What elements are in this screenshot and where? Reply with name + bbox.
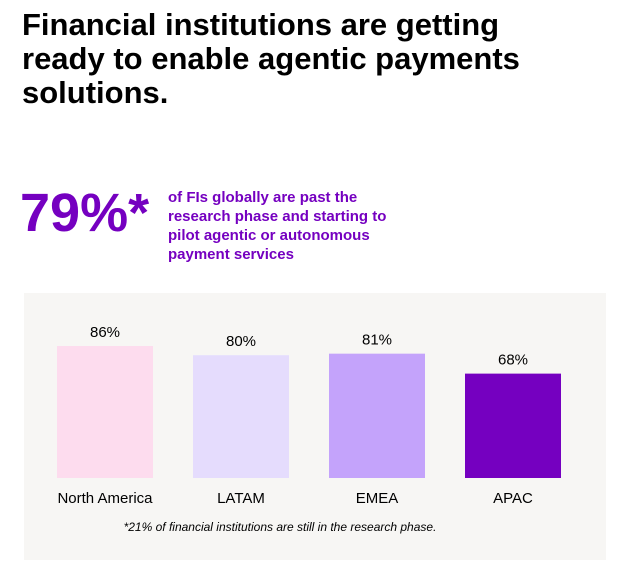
bar: [329, 353, 425, 478]
x-tick-label: APAC: [493, 490, 533, 507]
stat-description: of FIs globally are past the: [168, 189, 357, 206]
value-label: 86%: [90, 324, 120, 341]
value-label: 80%: [226, 333, 256, 350]
stat-description: pilot agentic or autonomous: [168, 227, 370, 244]
title-line: Financial institutions are getting: [22, 7, 499, 42]
title-line: ready to enable agentic payments: [22, 41, 520, 76]
value-label: 68%: [498, 352, 528, 369]
stat-description: payment services: [168, 246, 294, 263]
value-label: 81%: [362, 332, 392, 349]
bar: [465, 373, 561, 478]
footnote: *21% of financial institutions are still…: [124, 520, 437, 534]
x-tick-label: EMEA: [356, 490, 399, 507]
bar: [57, 345, 153, 478]
stat-value: 79%*: [20, 183, 149, 243]
bar: [193, 355, 289, 478]
stat-description: research phase and starting to: [168, 208, 386, 225]
x-tick-label: LATAM: [217, 490, 265, 507]
x-tick-label: North America: [57, 490, 153, 507]
title-line: solutions.: [22, 75, 168, 110]
